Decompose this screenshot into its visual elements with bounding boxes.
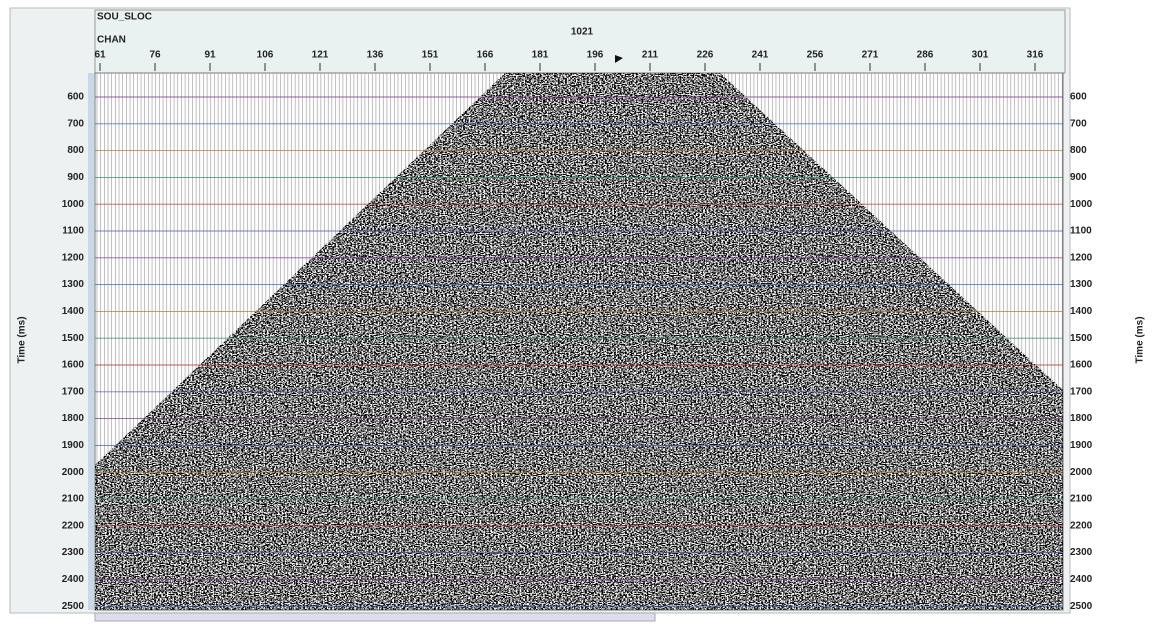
channel-label: CHAN (97, 35, 126, 46)
right-time-label: 600 (1070, 92, 1087, 103)
right-time-label: 2500 (1070, 601, 1093, 612)
channel-tick-label: 226 (697, 50, 714, 61)
left-time-label: 1800 (62, 413, 85, 424)
left-time-label: 1600 (62, 360, 85, 371)
left-time-label: 2500 (62, 601, 85, 612)
right-time-label: 900 (1070, 172, 1087, 183)
right-time-label: 1100 (1070, 226, 1092, 237)
right-time-label: 1900 (1070, 440, 1093, 451)
source-label: 1021 (571, 27, 594, 38)
right-axis-title: Time (ms) (1135, 316, 1146, 363)
channel-tick-label: 211 (642, 50, 659, 61)
right-time-label: 1600 (1070, 360, 1093, 371)
header-panel (94, 9, 1066, 74)
left-time-label: 2200 (62, 520, 85, 531)
left-time-label: 1400 (62, 306, 85, 317)
channel-tick-label: 181 (532, 50, 549, 61)
right-time-label: 1200 (1070, 252, 1093, 263)
left-axis-title: Time (ms) (17, 316, 28, 363)
left-color-strip (88, 73, 94, 610)
channel-tick-label: 196 (587, 50, 604, 61)
left-time-label: 600 (67, 92, 84, 103)
channel-tick-label: 121 (312, 50, 329, 61)
left-time-label: 1300 (62, 279, 85, 290)
channel-tick-label: 136 (367, 50, 384, 61)
right-time-label: 1500 (1070, 333, 1093, 344)
right-time-label: 700 (1070, 118, 1087, 129)
channel-tick-label: 256 (807, 50, 824, 61)
source-flag (615, 55, 623, 63)
channel-tick-label: 61 (94, 50, 106, 61)
scrollbar[interactable] (94, 612, 656, 622)
right-time-label: 2000 (1070, 467, 1093, 478)
right-time-label: 2300 (1070, 547, 1093, 558)
channel-tick-label: 316 (1027, 50, 1044, 61)
left-time-label: 2000 (62, 467, 85, 478)
channel-tick-label: 286 (917, 50, 934, 61)
left-time-label: 900 (67, 172, 84, 183)
left-time-label: 1000 (62, 199, 85, 210)
left-time-label: 700 (67, 118, 84, 129)
right-time-label: 2100 (1070, 494, 1093, 505)
left-time-label: 2400 (62, 574, 85, 585)
channel-tick-label: 91 (204, 50, 216, 61)
left-time-label: 2300 (62, 547, 85, 558)
channel-tick-label: 106 (257, 50, 274, 61)
right-time-label: 1700 (1070, 386, 1093, 397)
channel-tick-label: 76 (149, 50, 161, 61)
left-time-label: 1700 (62, 386, 85, 397)
left-time-label: 1100 (62, 226, 84, 237)
left-time-label: 1900 (62, 440, 85, 451)
right-time-label: 1300 (1070, 279, 1093, 290)
right-time-label: 1000 (1070, 199, 1093, 210)
channel-tick-label: 166 (477, 50, 494, 61)
right-time-label: 2200 (1070, 520, 1093, 531)
channel-tick-label: 271 (862, 50, 879, 61)
left-time-label: 2100 (62, 494, 85, 505)
left-time-label: 1500 (62, 333, 85, 344)
right-time-label: 1400 (1070, 306, 1093, 317)
left-time-label: 1200 (62, 252, 85, 263)
left-time-label: 800 (67, 145, 84, 156)
right-time-label: 2400 (1070, 574, 1093, 585)
channel-tick-label: 301 (972, 50, 989, 61)
right-time-label: 800 (1070, 145, 1087, 156)
channel-tick-label: 151 (422, 50, 439, 61)
right-time-label: 1800 (1070, 413, 1093, 424)
channel-tick-label: 241 (752, 50, 769, 61)
header-label: SOU_SLOC (97, 12, 152, 23)
